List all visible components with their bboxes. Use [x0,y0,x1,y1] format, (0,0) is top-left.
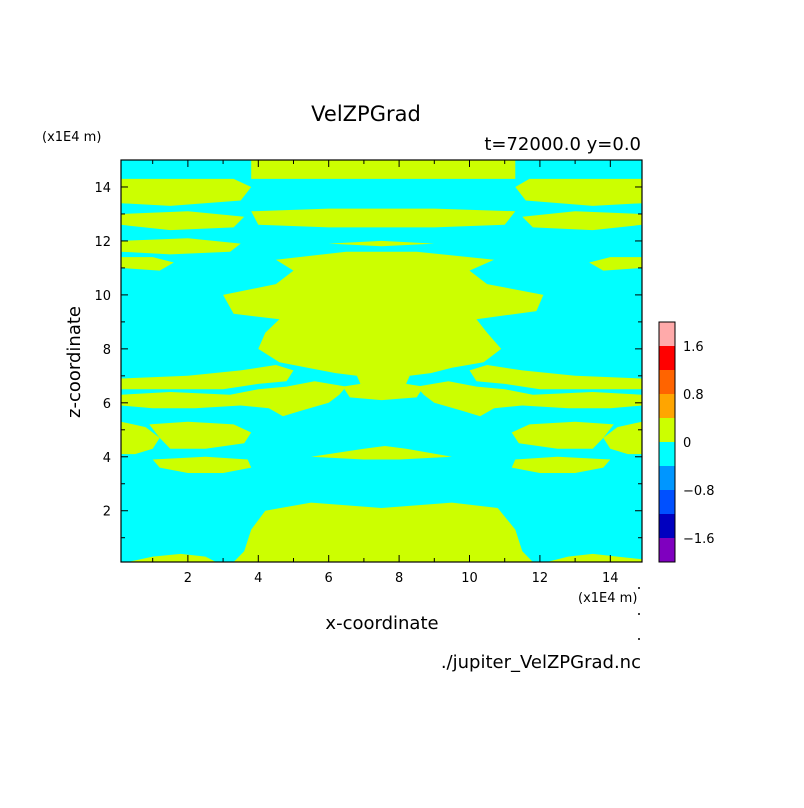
plot-area: 2 4 6 8 10 12 14 2 4 6 8 10 12 14 [94,159,643,586]
y-axis-label: z-coordinate [64,306,85,418]
colorbar-swatch [659,442,675,466]
region-bottom-center [233,502,533,562]
region-band-12 [328,240,435,247]
region-left-mid-arm-a [121,365,294,390]
region-left-lobe-5 [121,421,160,455]
colorbar-label: 0 [683,436,691,451]
region-center-main [223,251,544,401]
colorbar-swatch [659,394,675,418]
region-top-right-band-b [522,211,642,231]
region-band-4-right [511,456,611,473]
colorbar-swatch [659,370,675,394]
colorbar-label: 0.8 [683,388,704,403]
x-tick-label: 14 [602,571,619,586]
corner-mark [638,587,640,589]
y-axis-ticks: 2 4 6 8 10 12 14 [94,159,642,539]
region-top-left-band-c [121,238,241,255]
region-top-left-band-b [121,211,245,231]
colorbar-swatch [659,346,675,370]
region-top-center-band [251,160,516,179]
region-top-right-band-a [515,178,642,206]
y-unit-label: (x1E4 m) [42,130,101,145]
region-right-lobe-5 [603,421,642,455]
colorbar-frame [658,321,676,563]
region-band-4-left [152,456,252,473]
plot-frame [120,159,643,563]
y-tick-label: 8 [103,343,111,358]
region-right-band-5 [511,421,614,449]
colorbar-swatch [659,514,675,538]
y-tick-label: 2 [103,505,111,520]
x-unit-label: (x1E4 m) [578,591,637,606]
y-tick-label: 10 [94,289,111,304]
region-right-mid-arm-b [416,381,642,417]
colorbar-label: −0.8 [683,484,715,499]
corner-mark [638,613,640,615]
x-axis-label: x-coordinate [325,613,438,634]
region-bottom-right-bump [547,553,642,562]
x-axis-ticks: 2 4 6 8 10 12 14 [152,160,619,586]
x-tick-label: 2 [184,571,192,586]
colorbar-swatch [659,466,675,490]
colorbar-label: −1.6 [683,532,715,547]
source-filename: ./jupiter_VelZPGrad.nc [441,652,641,673]
x-tick-label: 4 [254,571,262,586]
region-left-stripe-11 [121,257,174,271]
y-tick-label: 12 [94,235,111,250]
x-tick-label: 6 [325,571,333,586]
region-band-13 [251,208,516,228]
region-bottom-left-bump [128,553,216,562]
region-top-left-band-a [121,178,252,206]
colorbar-swatch [659,322,675,346]
chart-subtitle: t=72000.0 y=0.0 [484,134,641,155]
x-tick-label: 10 [461,571,478,586]
region-right-mid-arm-a [469,365,642,390]
colorbar: 1.6 0.8 0 −0.8 −1.6 [658,321,715,563]
region-left-band-5 [149,421,252,449]
colorbar-swatch [659,418,675,442]
colorbar-swatch [659,490,675,514]
x-tick-label: 12 [532,571,549,586]
chart-title: VelZPGrad [311,102,421,126]
region-band-4-center [311,446,452,460]
positive-regions [121,160,642,562]
y-tick-label: 4 [103,451,111,466]
y-tick-label: 14 [94,181,111,196]
colorbar-swatch [659,538,675,562]
region-right-stripe-11 [589,257,642,271]
y-tick-label: 6 [103,397,111,412]
x-tick-label: 8 [395,571,403,586]
colorbar-label: 1.6 [683,340,704,355]
corner-mark [638,638,640,640]
corner-marks [638,587,640,640]
region-left-mid-arm-b [121,381,347,417]
